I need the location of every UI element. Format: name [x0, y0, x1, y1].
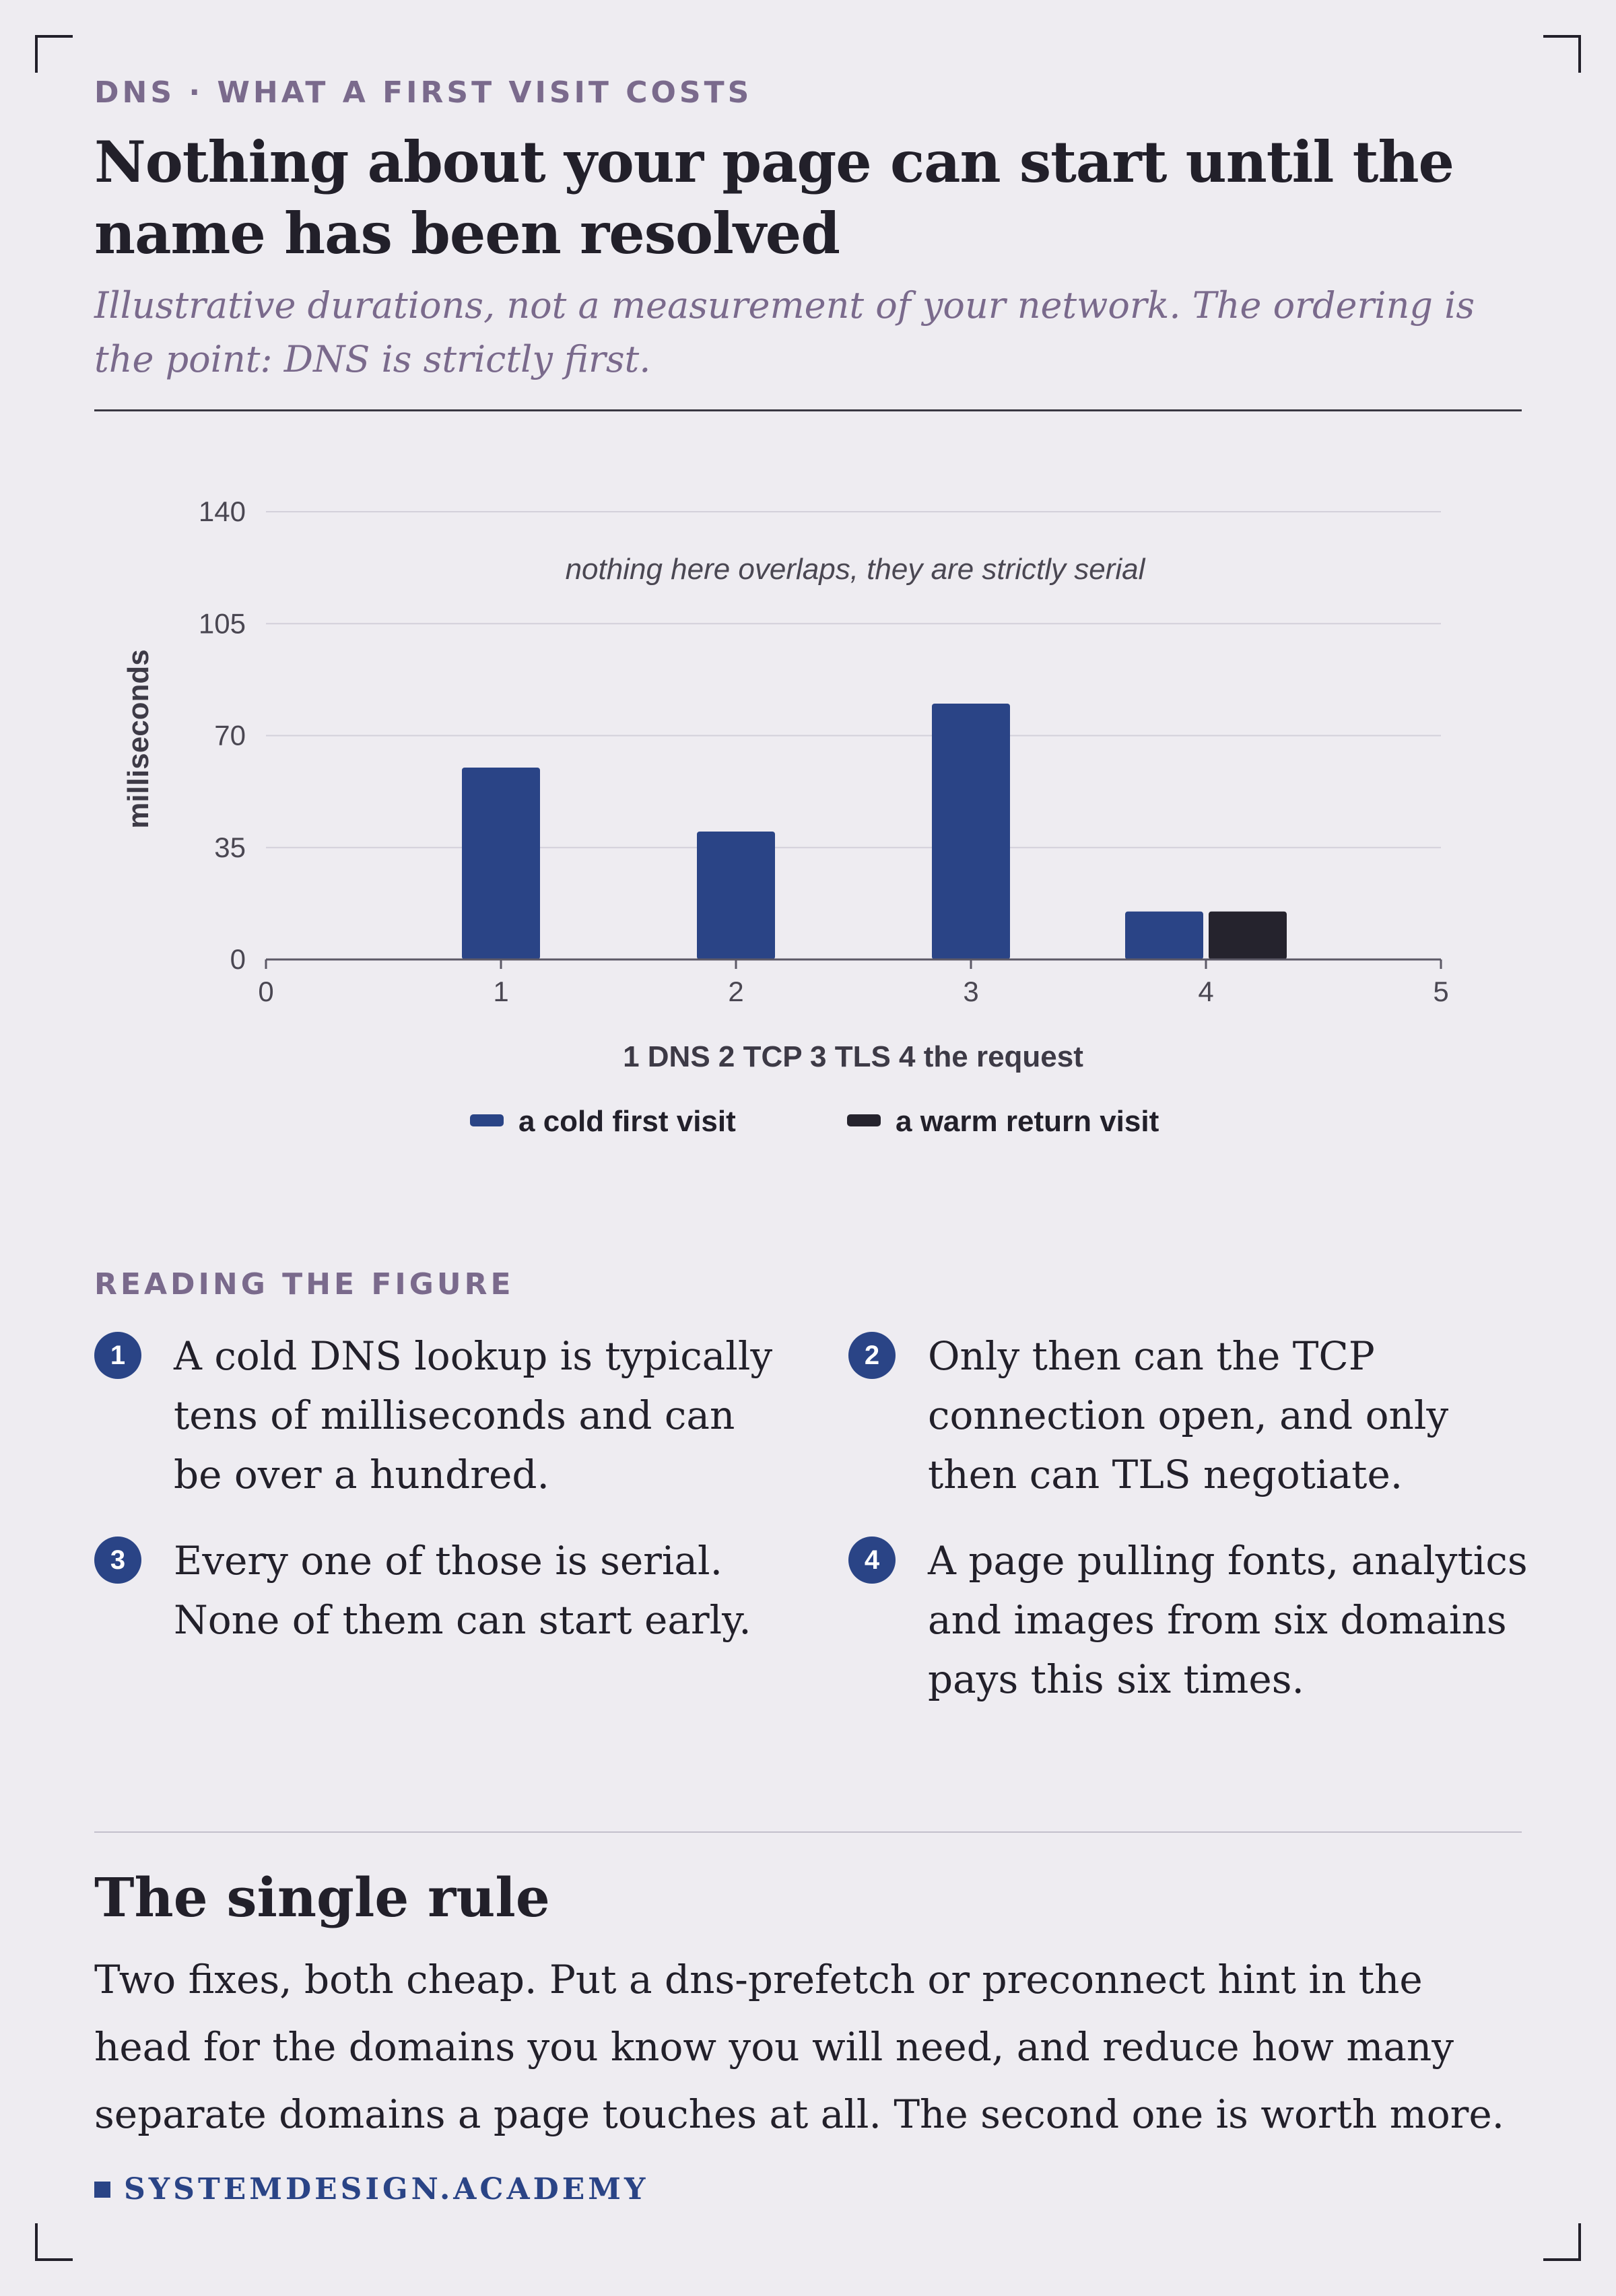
note-badge-2: 2 [848, 1332, 896, 1379]
page-title: Nothing about your page can start until … [94, 129, 1454, 267]
note-text-4: A page pulling fonts, analytics and imag… [928, 1538, 1528, 1702]
note-badge-3: 3 [94, 1537, 141, 1584]
brand-square-icon [94, 2182, 110, 2198]
legend-swatch-1 [470, 1114, 504, 1126]
x-axis-title: 1 DNS 2 TCP 3 TLS 4 the request [623, 1040, 1083, 1073]
note-text-1: A cold DNS lookup is typically tens of m… [174, 1333, 773, 1497]
duration-bar-chart: 0 35 70 105 140 0 1 2 3 4 5 nothing here overlaps,… [122, 496, 1449, 1138]
corner-mark-bottom-left [35, 2223, 73, 2261]
chart-axes: 0 35 70 105 140 0 1 2 3 4 5 [199, 496, 1449, 1007]
corner-mark-bottom-right [1543, 2223, 1581, 2261]
x-tick-label: 0 [258, 976, 273, 1007]
note-badge-4: 4 [848, 1537, 896, 1584]
bar-series-1-x4 [1125, 911, 1203, 959]
note-badge-1: 1 [94, 1332, 141, 1379]
x-tick-label: 3 [963, 976, 978, 1007]
page-subtitle: Illustrative durations, not a measuremen… [94, 284, 1475, 380]
reading-label: READING THE FIGURE [94, 1267, 514, 1302]
y-axis-title: milliseconds [122, 649, 155, 829]
x-tick-label: 1 [493, 976, 508, 1007]
chart-bars [462, 704, 1287, 959]
chart-legend: a cold first visit a warm return visit [470, 1105, 1159, 1138]
header-divider [94, 409, 1522, 411]
eyebrow: DNS · WHAT A FIRST VISIT COSTS [94, 75, 753, 110]
x-tick-label: 2 [728, 976, 743, 1007]
y-tick-label: 140 [199, 496, 246, 527]
legend-label-1: a cold first visit [518, 1105, 736, 1138]
y-tick-label: 105 [199, 607, 246, 639]
bar-series-2-x4 [1209, 911, 1287, 959]
bar-series-1-x1 [462, 768, 540, 959]
single-rule-body: Two fixes, both cheap. Put a dns-prefetc… [94, 1957, 1505, 2137]
single-rule-heading: The single rule [94, 1866, 550, 1929]
legend-swatch-2 [847, 1114, 881, 1126]
corner-mark-top-right [1543, 35, 1581, 73]
legend-label-2: a warm return visit [896, 1105, 1159, 1138]
bar-series-1-x2 [697, 832, 775, 959]
note-text-2: Only then can the TCP connection open, a… [928, 1333, 1449, 1497]
x-tick-label: 4 [1198, 976, 1213, 1007]
brand-text: SYSTEMDESIGN.ACADEMY [124, 2172, 649, 2206]
x-tick-label: 5 [1433, 976, 1448, 1007]
note-text-3: Every one of those is serial. None of th… [174, 1538, 751, 1643]
y-tick-label: 0 [230, 943, 246, 975]
corner-mark-top-left [35, 35, 73, 73]
y-tick-label: 35 [214, 832, 246, 863]
chart-annotation: nothing here overlaps, they are strictly… [566, 553, 1146, 586]
chart-gridlines [266, 511, 1441, 848]
section-divider [94, 1831, 1522, 1833]
brand-footer: SYSTEMDESIGN.ACADEMY [94, 2172, 648, 2206]
bar-series-1-x3 [932, 704, 1010, 959]
y-tick-label: 70 [214, 720, 246, 751]
